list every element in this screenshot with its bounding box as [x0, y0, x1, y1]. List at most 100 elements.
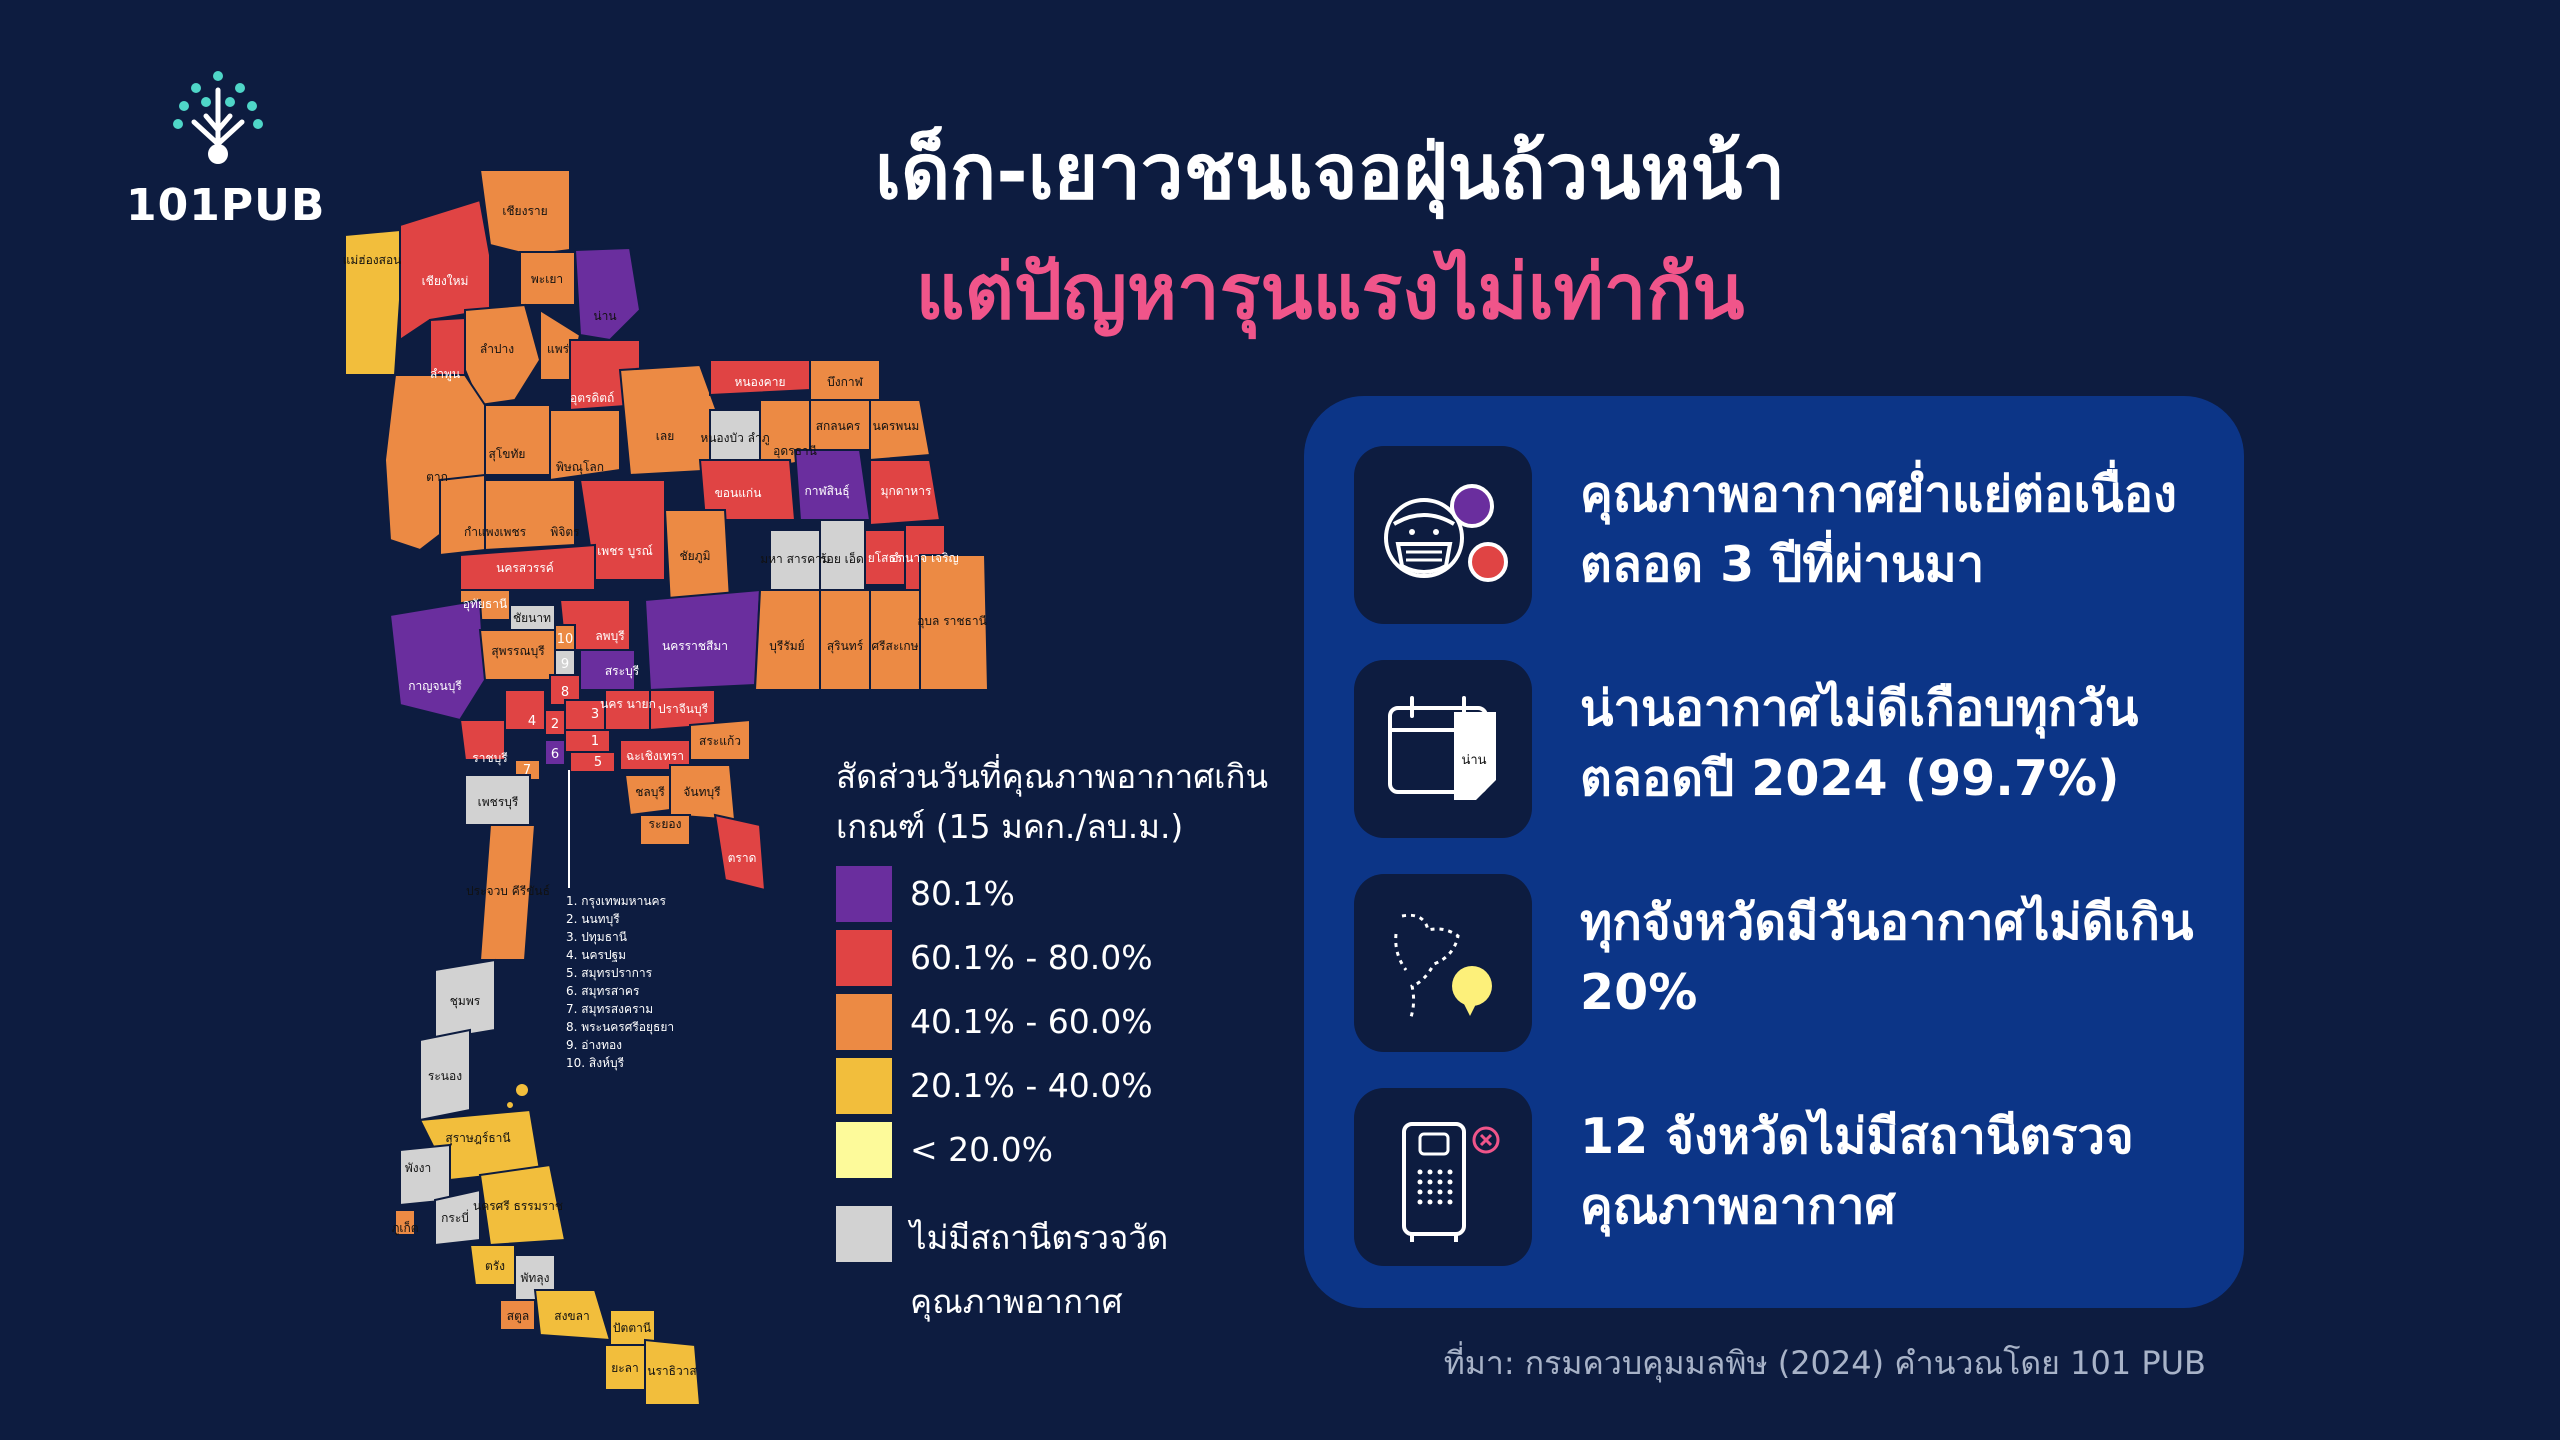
key-item: 6. สมุทรสาคร	[566, 984, 640, 998]
marker-number: 4	[528, 714, 536, 729]
province-label: พัทลุง	[520, 1271, 549, 1286]
province-phayao	[519, 251, 576, 306]
masked-face-icon	[1384, 484, 1508, 582]
province-samut-sakhon	[544, 739, 566, 766]
province-label: พิจิตร	[550, 525, 580, 539]
province-krabi	[434, 1188, 481, 1247]
province-trat	[713, 813, 767, 892]
province-label: สตูล	[507, 1309, 529, 1324]
logo-text: 101PUB	[126, 180, 326, 231]
province-phang-nga	[399, 1143, 451, 1207]
province-ranong	[419, 1028, 471, 1122]
legend-swatch	[836, 930, 892, 986]
air-monitor-icon	[1402, 1122, 1500, 1242]
province-mae-hong-son	[344, 228, 404, 376]
finding-icon-box	[1354, 1088, 1532, 1266]
province-kamphaeng-phet	[439, 473, 486, 557]
province-label: อำนาจ เจริญ	[891, 551, 959, 565]
province-label: ชุมพร	[450, 994, 481, 1009]
province-label: ปราจีนบุรี	[658, 702, 709, 717]
finding-text: 12 จังหวัดไม่มีสถานีตรวจคุณภาพอากาศ	[1580, 1108, 2134, 1235]
province-label: กาญจนบุรี	[408, 679, 462, 694]
province-nakhon-pathom	[504, 689, 546, 731]
province-label: หนองบัว ลำภู	[700, 431, 769, 446]
legend-swatch	[836, 866, 892, 922]
province-satun	[499, 1299, 536, 1331]
key-item: 7. สมุทรสงคราม	[566, 1002, 654, 1016]
province-label: สระแก้ว	[699, 734, 741, 748]
legend-item: < 20.0%	[836, 1122, 1336, 1178]
province-label: บุรีรัมย์	[769, 639, 804, 654]
province-label: แม่ฮ่องสอน	[343, 253, 402, 267]
province-label: พังงา	[405, 1161, 431, 1175]
province-label: อุทัยธานี	[463, 597, 507, 612]
province-phichit	[484, 479, 576, 552]
calendar-icon: น่าน	[1388, 696, 1496, 800]
province-label: นราธิวาส	[647, 1364, 697, 1378]
marker-number: 1	[591, 734, 599, 749]
legend-label: 20.1% - 40.0%	[910, 1066, 1153, 1105]
province-sukhothai	[484, 404, 551, 476]
marker-number: 9	[561, 657, 569, 672]
province-label: ตาก	[426, 470, 448, 484]
province-khon-kaen	[698, 459, 797, 521]
province-label: ลำปาง	[480, 342, 514, 356]
province-label: เชียงราย	[502, 204, 547, 218]
finding-text: ทุกจังหวัดมีวันอากาศไม่ดีเกิน 20%	[1580, 894, 2194, 1021]
map-region-northeast	[618, 359, 990, 692]
province-label: ตราด	[728, 851, 757, 865]
legend-item: 40.1% - 60.0%	[836, 994, 1336, 1050]
province-label: อุตรดิตถ์	[570, 391, 614, 406]
legend-item: 20.1% - 40.0%	[836, 1058, 1336, 1114]
legend-item: 60.1% - 80.0%	[836, 930, 1336, 986]
province-label: ปัตตานี	[613, 1321, 651, 1335]
province-label: กาฬสินธุ์	[804, 484, 849, 499]
province-loei	[618, 363, 721, 477]
province-label: ตรัง	[485, 1259, 505, 1273]
province-label: น่าน	[593, 309, 616, 323]
province-ratchaburi	[458, 719, 506, 761]
province-label: นครศรี ธรรมราช	[473, 1199, 563, 1213]
source-note: ที่มา: กรมควบคุมมลพิษ (2024) คำนวณโดย 10…	[1443, 1344, 2206, 1382]
headline-line-2: แต่ปัญหารุนแรงไม่เท่ากัน	[915, 247, 1745, 336]
legend-item-no-station	[836, 1206, 1336, 1262]
marker-number: 2	[551, 717, 559, 732]
map-region-central	[388, 473, 751, 781]
province-ubon-ratchathani	[919, 554, 990, 691]
province-label: มุกดาหาร	[881, 484, 932, 499]
map-region-east	[623, 764, 767, 892]
province-label: สุราษฎร์ธานี	[445, 1131, 510, 1146]
province-nakhon-si-thammarat	[478, 1163, 567, 1247]
101pub-logo	[173, 71, 263, 164]
province-label: ระยอง	[649, 817, 682, 831]
province-label: ลพบุรี	[595, 629, 625, 644]
province-narathiwat	[644, 1338, 702, 1406]
province-label: ชลบุรี	[635, 785, 665, 800]
province-nan	[573, 246, 642, 342]
legend-title: สัดส่วนวันที่คุณภาพอากาศเกินเกณฑ์ (15 มค…	[836, 757, 1268, 846]
marker-number: 8	[561, 685, 569, 700]
province-sing-buri	[554, 624, 576, 651]
finding-icon-box	[1354, 874, 1532, 1052]
province-label: เชียงใหม่	[422, 274, 469, 288]
legend-item: 80.1%	[836, 866, 1336, 922]
province-label: อุบล ราชธานี	[917, 614, 987, 629]
province-label: เพชรบุรี	[478, 795, 519, 810]
province-label: นครราชสีมา	[662, 639, 728, 653]
province-label: นคร นายก	[600, 697, 656, 711]
key-item: 5. สมุทรปราการ	[566, 966, 653, 980]
province-nakhon-sawan	[459, 543, 596, 591]
thailand-choropleth-map: เชียงราย แม่ฮ่องสอน เชียงใหม่ พะเยา น่าน…	[343, 169, 990, 1406]
key-item: 4. นครปฐม	[566, 948, 627, 962]
province-labels: เชียงราย แม่ฮ่องสอน เชียงใหม่ พะเยา น่าน…	[343, 204, 987, 1378]
calendar-icon-label: น่าน	[1461, 753, 1486, 768]
finding-text: คุณภาพอากาศย่ำแย่ต่อเนื่องตลอด 3 ปีที่ผ่…	[1580, 466, 2177, 593]
marker-number: 3	[591, 707, 599, 722]
province-label: ชัยภูมิ	[680, 549, 711, 564]
headline-line-1: เด็ก-เยาวชนเจอฝุ่นถ้วนหน้า	[874, 127, 1786, 216]
province-label: สุพรรณบุรี	[491, 644, 545, 659]
province-label: ชัยนาท	[513, 611, 551, 625]
province-label: ฉะเชิงเทรา	[626, 749, 684, 763]
province-label: พิษณุโลก	[556, 460, 604, 475]
legend-swatch	[836, 1058, 892, 1114]
